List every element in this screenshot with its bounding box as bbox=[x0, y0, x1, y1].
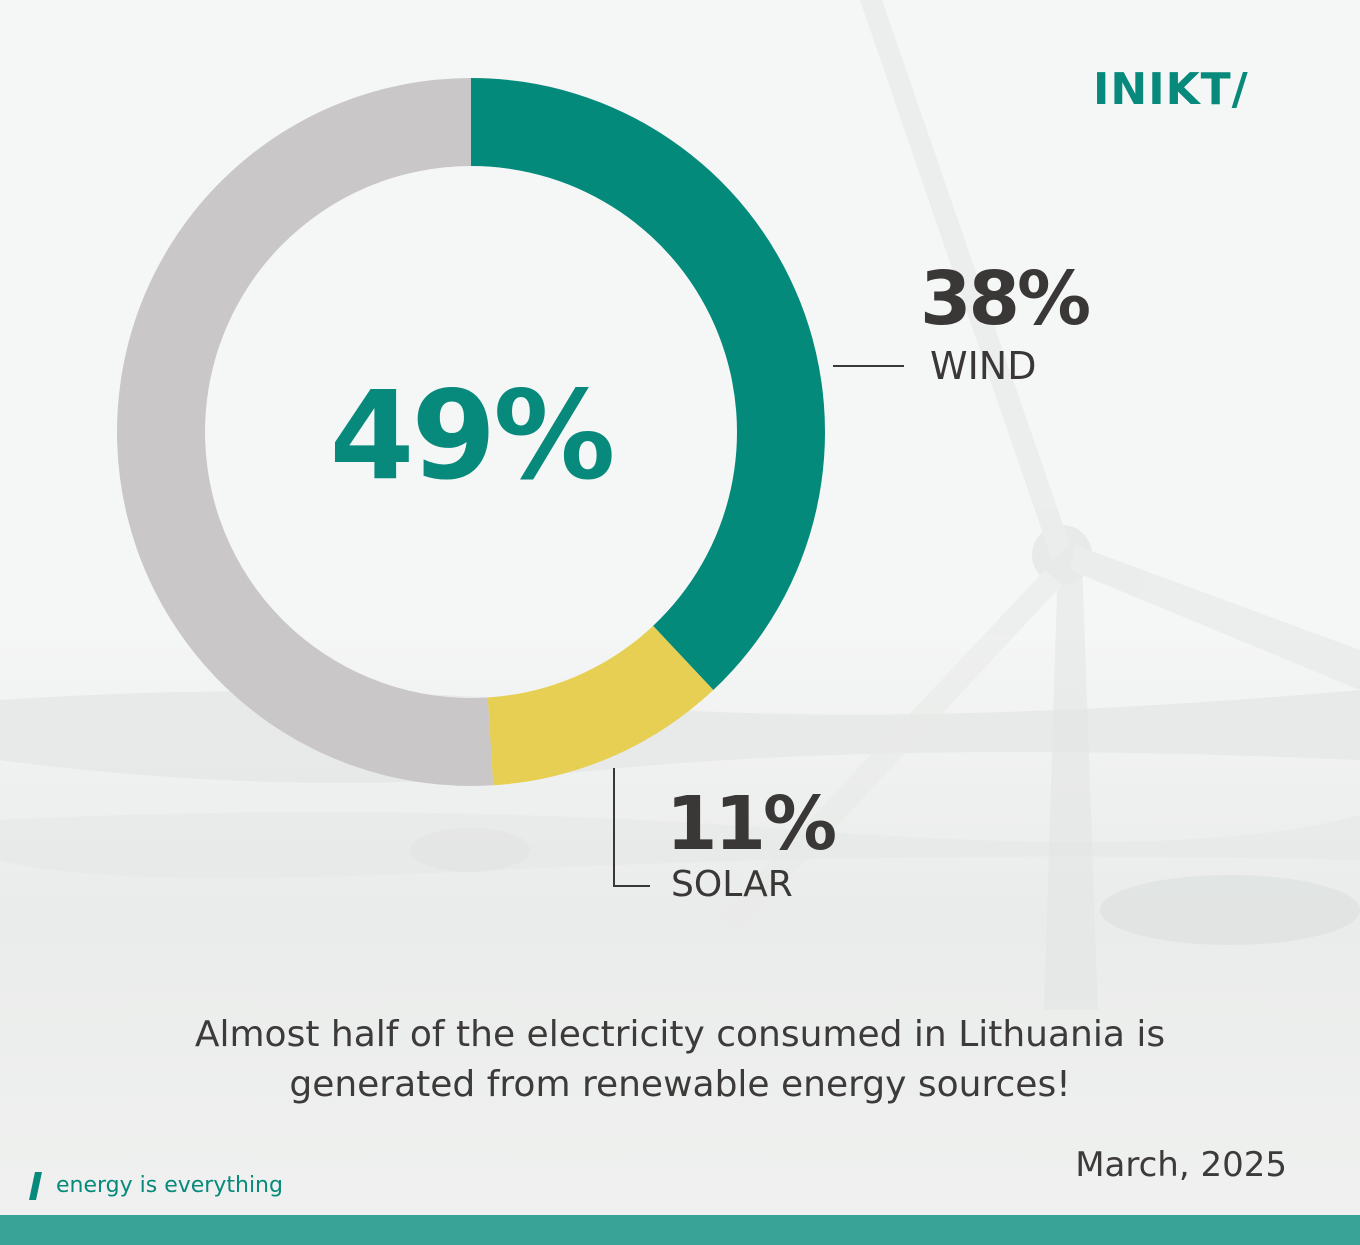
brand-logo: INIKT/ bbox=[1093, 64, 1249, 115]
caption-text: Almost half of the electricity consumed … bbox=[60, 1010, 1300, 1110]
renewable-total-value: 49% bbox=[329, 365, 615, 507]
wind-name-label: WIND bbox=[930, 344, 1037, 388]
wind-turbine-silhouette bbox=[720, 0, 1360, 1010]
wind-percent-label: 38% bbox=[920, 256, 1091, 342]
date-label: March, 2025 bbox=[1075, 1145, 1287, 1185]
other-slice bbox=[116, 78, 494, 786]
tagline: energy is everything bbox=[56, 1173, 283, 1198]
solar-leader-line bbox=[613, 768, 650, 887]
bottom-bar bbox=[0, 1215, 1360, 1245]
solar-name-label: SOLAR bbox=[671, 864, 793, 905]
caption-line-1: Almost half of the electricity consumed … bbox=[194, 1014, 1166, 1055]
solar-slice bbox=[487, 625, 714, 786]
caption-line-2: generated from renewable energy sources! bbox=[289, 1064, 1071, 1105]
solar-percent-label: 11% bbox=[666, 781, 837, 867]
wind-slice bbox=[471, 78, 825, 691]
